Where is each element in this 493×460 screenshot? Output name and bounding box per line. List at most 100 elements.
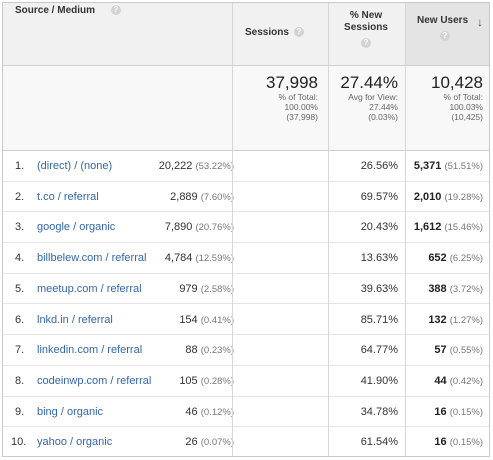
row-index: 7.: [15, 344, 25, 357]
new-users-cell: 5,371 (51.51%): [414, 151, 483, 182]
sessions-percent: (0.07%): [200, 437, 234, 449]
totals-new-sessions-value: 27.44%: [340, 73, 398, 92]
analytics-table: Source / Medium ? Sessions ? % New Sessi…: [2, 2, 490, 457]
sessions-cell: 4,784 (12.59%): [165, 243, 234, 274]
new-users-cell: 2,010 (19.28%): [414, 182, 483, 213]
source-medium-link[interactable]: google / organic: [37, 221, 116, 234]
new-users-value: 388: [428, 282, 447, 295]
row-index: 3.: [15, 221, 25, 234]
source-medium-link[interactable]: (direct) / (none): [37, 160, 113, 172]
header-sessions[interactable]: Sessions ?: [232, 3, 328, 66]
new-users-value: 16: [434, 405, 447, 418]
sessions-value: 88: [185, 344, 198, 357]
table-row: 5. meetup.com / referral 979 (2.58%) 39.…: [3, 274, 489, 305]
table-row: 10. yahoo / organic 26 (0.07%) 61.54% 16…: [3, 427, 489, 456]
header-new-users-label: New Users: [417, 15, 469, 26]
new-users-cell: 16 (0.15%): [434, 397, 483, 428]
totals-sessions-value: 37,998: [266, 73, 318, 92]
totals-new-users: 10,428 % of Total: 100.03% (10,425): [431, 73, 483, 123]
sessions-value: 4,784: [164, 252, 193, 265]
totals-new-sessions-line3: (0.03%): [368, 112, 398, 122]
sessions-cell: 46 (0.12%): [185, 397, 234, 428]
sessions-cell: 2,889 (7.60%): [170, 182, 234, 213]
table-row: 2. t.co / referral 2,889 (7.60%) 69.57% …: [3, 182, 489, 213]
new-users-value: 2,010: [413, 190, 442, 203]
row-index: 2.: [15, 190, 25, 203]
totals-sessions: 37,998 % of Total: 100.00% (37,998): [266, 73, 318, 123]
question-mark-icon[interactable]: ?: [361, 38, 371, 48]
new-users-percent: (0.55%): [449, 345, 483, 357]
new-users-cell: 132 (1.27%): [428, 305, 483, 336]
new-users-percent: (15.46%): [444, 222, 483, 234]
header-new-users[interactable]: New Users ↓ ?: [405, 3, 489, 66]
question-mark-icon[interactable]: ?: [294, 27, 304, 37]
sessions-cell: 154 (0.41%): [179, 305, 234, 336]
sessions-percent: (0.28%): [200, 375, 234, 387]
source-medium-link[interactable]: billbelew.com / referral: [37, 252, 147, 265]
sessions-value: 7,890: [164, 221, 193, 234]
sessions-value: 46: [185, 405, 198, 418]
source-medium-link[interactable]: bing / organic: [37, 405, 104, 418]
totals-new-users-line3: (10,425): [451, 112, 483, 122]
sessions-cell: 26 (0.07%): [185, 427, 234, 456]
header-sessions-label: Sessions: [245, 27, 289, 38]
header-new-sessions[interactable]: % New Sessions ?: [328, 3, 405, 66]
new-users-percent: (6.25%): [449, 253, 483, 265]
new-sessions-value: 13.63%: [360, 252, 398, 265]
new-users-cell: 44 (0.42%): [434, 366, 483, 397]
source-medium-link[interactable]: lnkd.in / referral: [37, 313, 113, 326]
column-divider: [328, 3, 329, 456]
new-users-value: 132: [428, 313, 447, 326]
header-new-sessions-label: % New Sessions: [344, 10, 388, 33]
new-users-percent: (1.27%): [449, 314, 483, 326]
question-mark-icon[interactable]: ?: [440, 31, 450, 41]
sessions-value: 154: [179, 313, 198, 326]
sort-descending-arrow-icon[interactable]: ↓: [477, 15, 483, 29]
totals-sessions-line3: (37,998): [286, 112, 318, 122]
sessions-value: 105: [179, 374, 198, 387]
source-medium-link[interactable]: linkedin.com / referral: [37, 344, 143, 357]
sessions-cell: 105 (0.28%): [179, 366, 234, 397]
totals-new-sessions: 27.44% Avg for View: 27.44% (0.03%): [340, 73, 398, 123]
table-row: 9. bing / organic 46 (0.12%) 34.78% 16 (…: [3, 397, 489, 428]
sessions-cell: 7,890 (20.76%): [165, 212, 234, 243]
sessions-percent: (12.59%): [195, 253, 234, 265]
new-users-cell: 57 (0.55%): [434, 335, 483, 366]
sessions-percent: (2.58%): [200, 283, 234, 295]
sessions-cell: 979 (2.58%): [179, 274, 234, 305]
totals-new-sessions-line2: 27.44%: [369, 102, 398, 112]
table-row: 4. billbelew.com / referral 4,784 (12.59…: [3, 243, 489, 274]
sessions-value: 979: [179, 282, 198, 295]
table-row: 6. lnkd.in / referral 154 (0.41%) 85.71%…: [3, 305, 489, 336]
totals-new-users-line2: 100.03%: [449, 102, 483, 112]
source-medium-link[interactable]: codeinwp.com / referral: [37, 374, 152, 387]
sessions-value: 2,889: [170, 190, 198, 203]
totals-sessions-line1: % of Total:: [278, 92, 318, 102]
new-users-percent: (0.15%): [449, 406, 483, 418]
new-users-value: 652: [428, 252, 447, 265]
header-source-medium[interactable]: Source / Medium ?: [3, 3, 232, 66]
source-medium-link[interactable]: t.co / referral: [37, 190, 99, 203]
sessions-cell: 88 (0.23%): [185, 335, 234, 366]
sessions-value: 20,222: [158, 160, 193, 172]
source-medium-link[interactable]: meetup.com / referral: [37, 282, 142, 295]
sessions-percent: (53.22%): [195, 161, 234, 172]
column-divider: [232, 3, 233, 456]
sessions-percent: (7.60%): [200, 191, 234, 203]
new-sessions-value: 26.56%: [360, 160, 398, 172]
new-users-value: 5,371: [413, 160, 442, 172]
row-index: 4.: [15, 252, 25, 265]
question-mark-icon[interactable]: ?: [111, 5, 121, 15]
new-sessions-value: 85.71%: [360, 313, 398, 326]
totals-new-users-value: 10,428: [431, 73, 483, 92]
table-row: 3. google / organic 7,890 (20.76%) 20.43…: [3, 212, 489, 244]
row-index: 5.: [15, 282, 25, 295]
source-medium-link[interactable]: yahoo / organic: [37, 436, 113, 449]
new-sessions-value: 39.63%: [360, 282, 398, 295]
totals-row: 37,998 % of Total: 100.00% (37,998) 27.4…: [3, 66, 489, 151]
totals-new-users-line1: % of Total:: [443, 92, 483, 102]
new-users-value: 16: [434, 436, 447, 449]
new-users-percent: (19.28%): [444, 191, 483, 203]
sessions-percent: (20.76%): [195, 222, 234, 234]
new-sessions-value: 20.43%: [360, 221, 398, 234]
